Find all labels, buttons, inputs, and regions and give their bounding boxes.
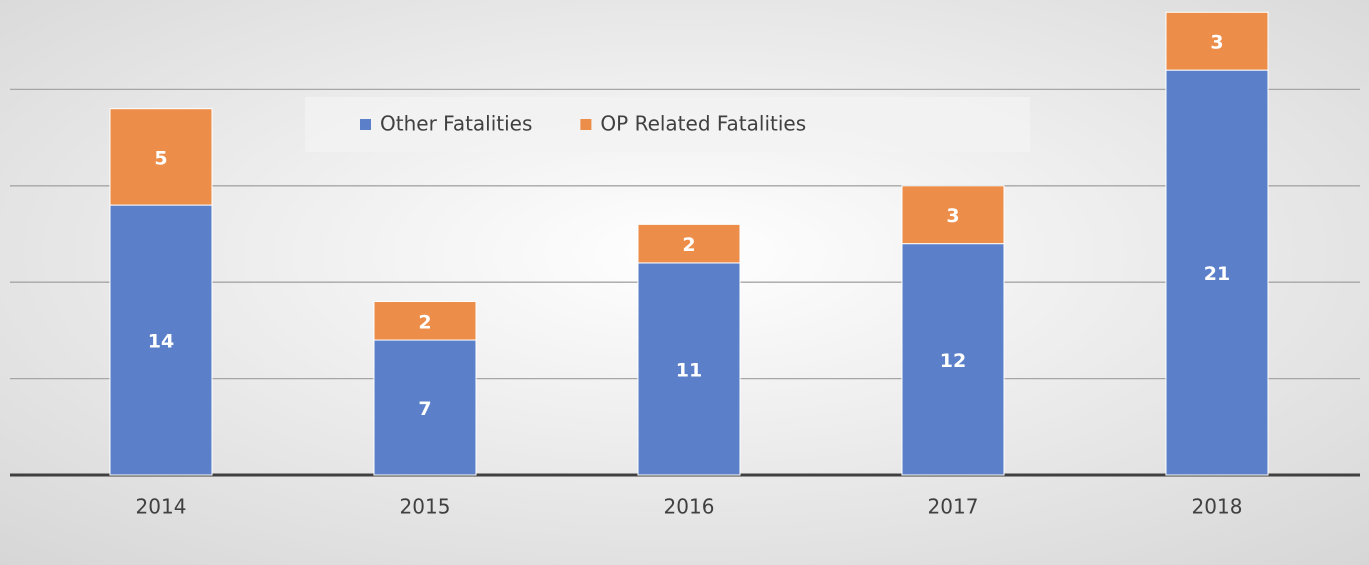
legend-swatch <box>360 119 371 130</box>
data-label: 11 <box>676 359 702 381</box>
bar-segment <box>901 243 1005 476</box>
legend-label: Other Fatalities <box>380 112 532 136</box>
x-tick-label: 2014 <box>136 495 187 519</box>
bars: 2014 14 5 2015 7 2 2016 11 2 2017 12 3 2018 21 3 <box>109 11 1269 519</box>
data-label: 3 <box>1210 32 1223 54</box>
data-label: 2 <box>418 311 431 333</box>
x-tick-label: 2017 <box>928 495 979 519</box>
data-label: 21 <box>1204 263 1230 285</box>
bar-segment <box>1165 11 1269 71</box>
legend: Other Fatalities OP Related Fatalities <box>360 112 806 136</box>
bar-segment <box>109 204 213 476</box>
data-label: 3 <box>946 205 959 227</box>
bar-segment <box>1165 69 1269 476</box>
data-label: 12 <box>940 350 966 372</box>
bar-segment <box>373 339 477 476</box>
data-label: 2 <box>682 234 695 256</box>
bar-segment <box>637 223 741 264</box>
legend-label: OP Related Fatalities <box>600 112 806 136</box>
x-tick-label: 2018 <box>1192 495 1243 519</box>
bar-segment <box>901 185 1005 245</box>
data-label: 7 <box>418 398 431 420</box>
bar-segment <box>373 300 477 341</box>
x-tick-label: 2016 <box>664 495 715 519</box>
x-tick-label: 2015 <box>400 495 451 519</box>
legend-box <box>305 97 1030 152</box>
legend-swatch <box>580 119 592 130</box>
bar-segment <box>109 108 213 206</box>
data-label: 14 <box>148 331 174 353</box>
data-label: 5 <box>154 147 167 169</box>
